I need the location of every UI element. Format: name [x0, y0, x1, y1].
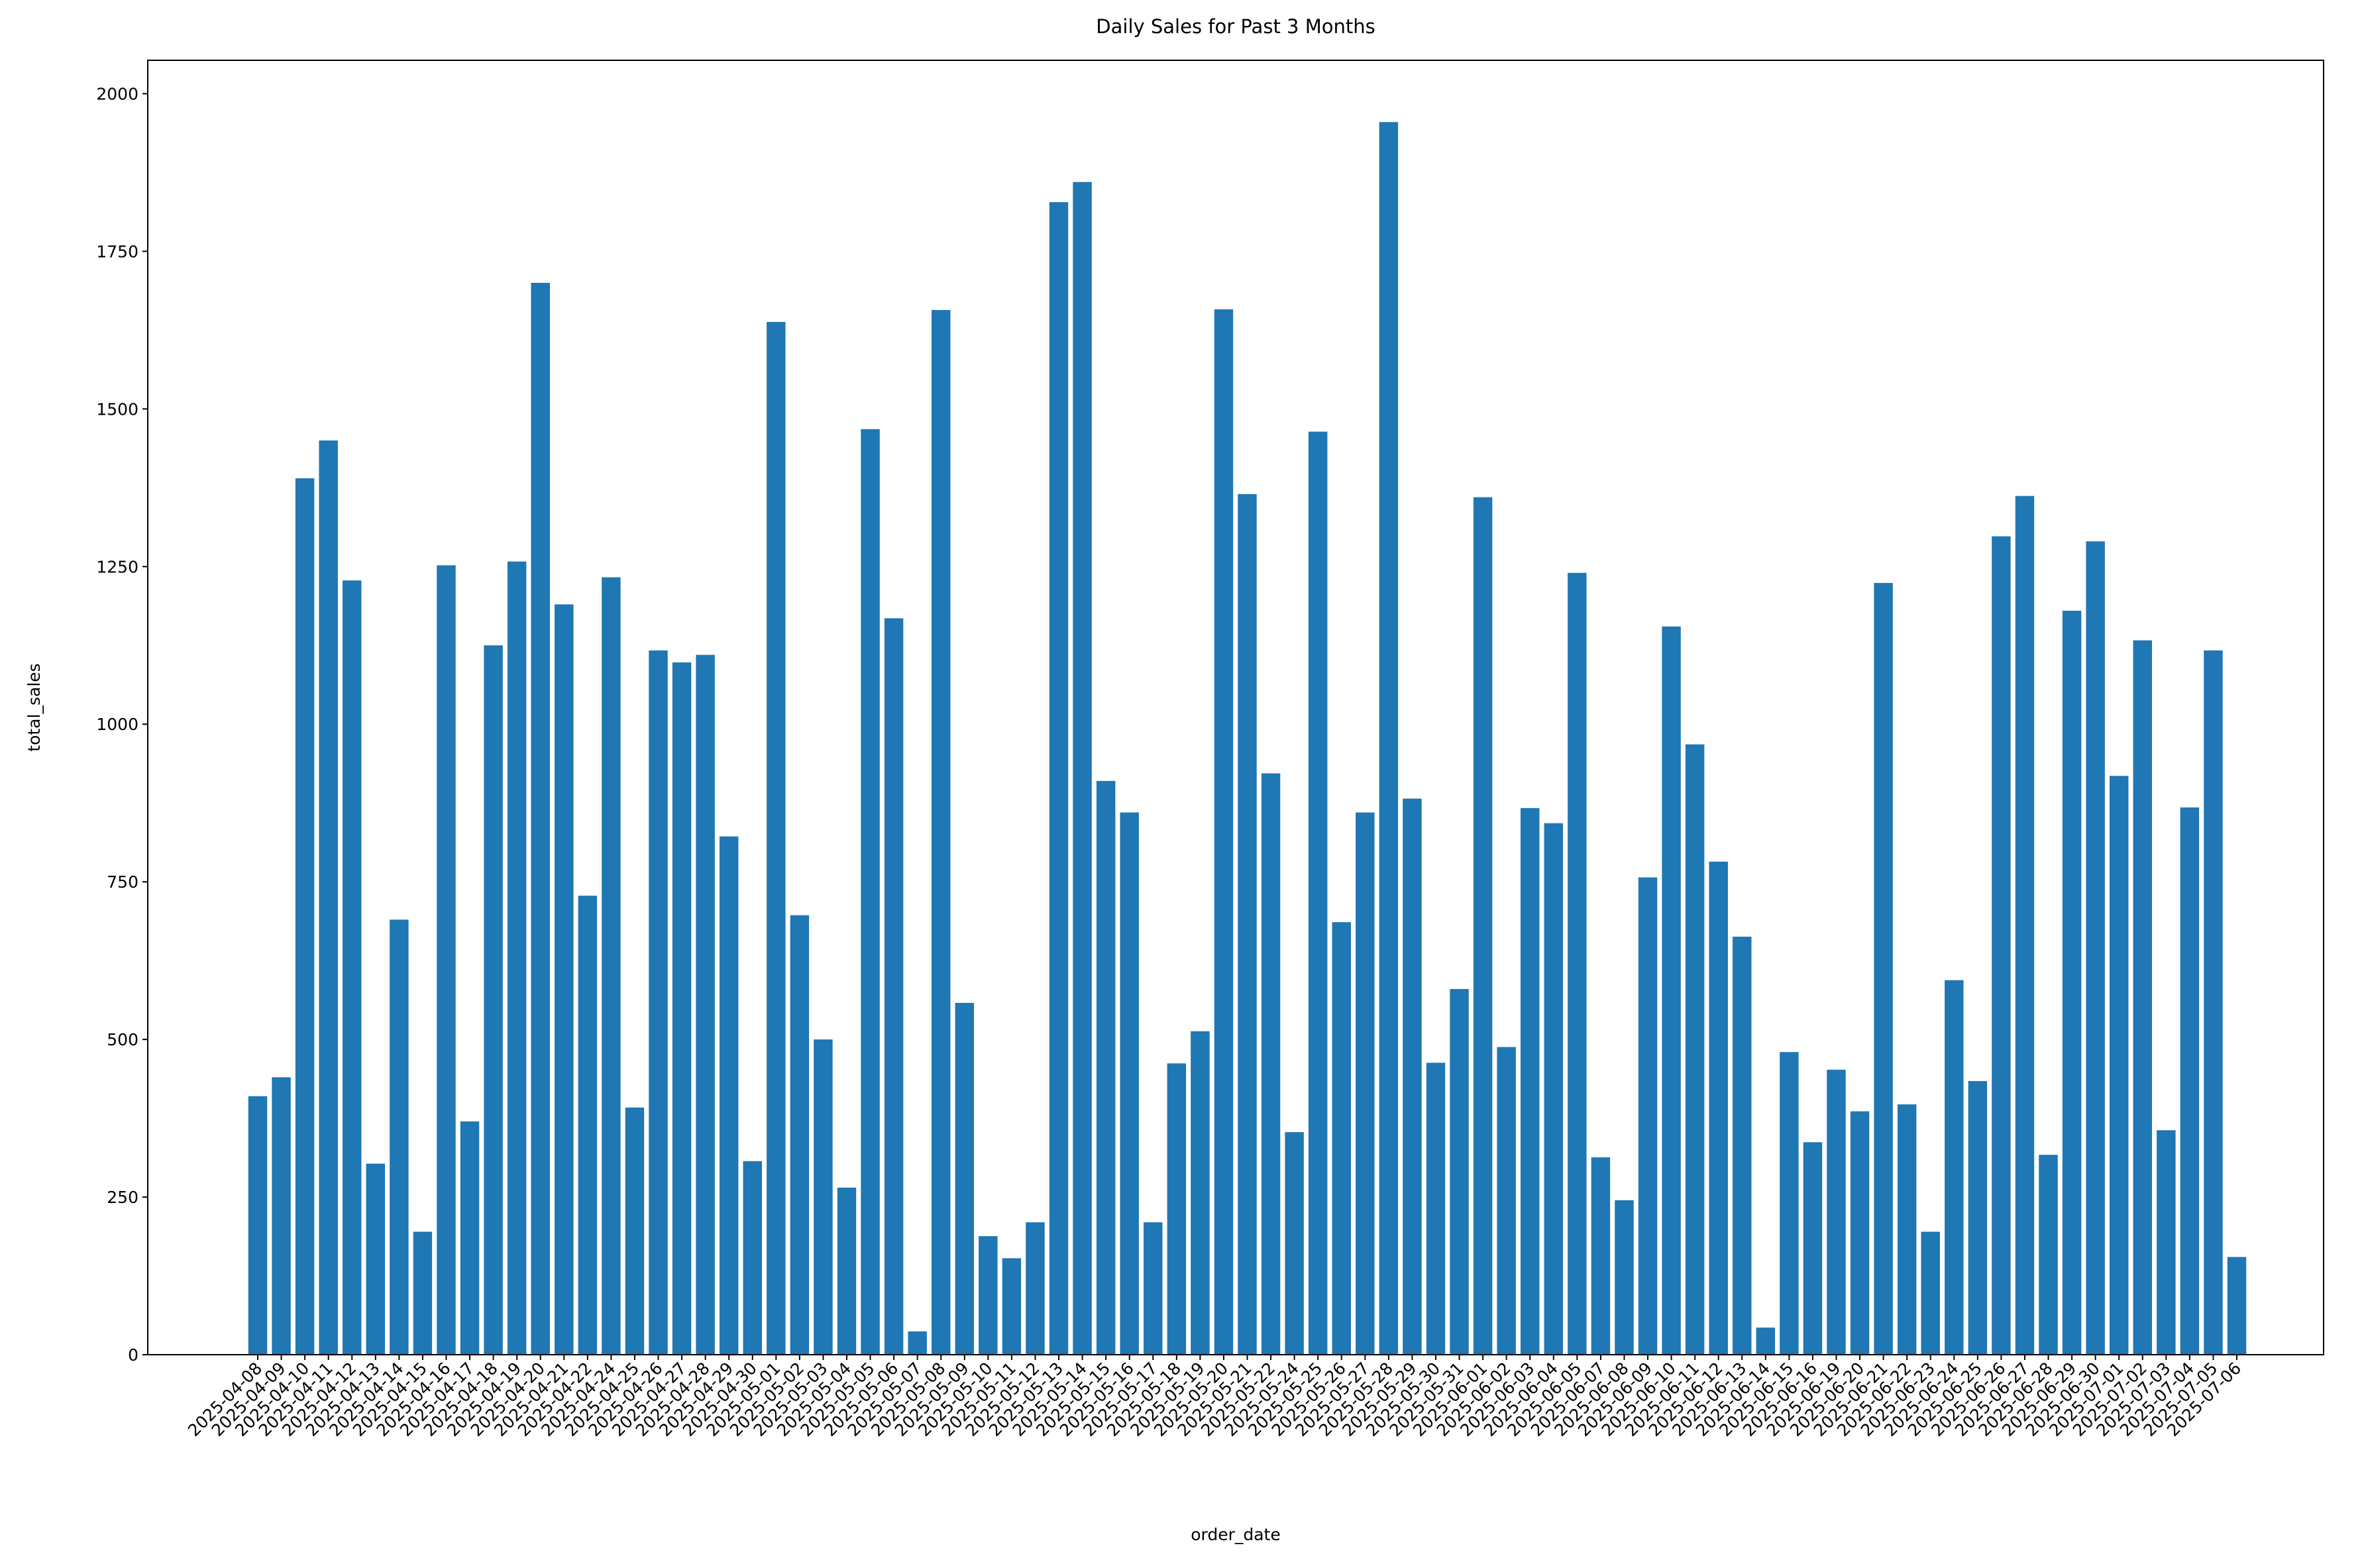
bar — [955, 1002, 975, 1355]
bar — [837, 1187, 857, 1355]
bar — [1073, 182, 1092, 1355]
bar — [1709, 861, 1728, 1355]
y-tick-label: 0 — [128, 1345, 138, 1365]
bar — [1191, 1031, 1210, 1355]
bar — [649, 650, 668, 1355]
bar — [1144, 1222, 1163, 1355]
bar — [390, 919, 409, 1355]
bar — [1120, 812, 1139, 1355]
bar — [790, 915, 810, 1355]
plot-frame — [147, 60, 2324, 1355]
bar — [1308, 431, 1328, 1355]
bar — [1685, 744, 1705, 1355]
bar — [1780, 1052, 1799, 1355]
y-tick-label: 1000 — [96, 715, 138, 734]
bar — [2062, 610, 2082, 1355]
bar — [460, 1121, 480, 1355]
bar — [1662, 626, 1681, 1355]
y-tick-label: 1750 — [96, 242, 138, 261]
bar — [1803, 1142, 1823, 1355]
bar — [1403, 798, 1422, 1355]
bar — [1049, 202, 1069, 1355]
bar — [1497, 1047, 1516, 1355]
bar — [2086, 541, 2105, 1355]
bar — [1615, 1200, 1634, 1355]
bar — [437, 565, 456, 1355]
bar — [908, 1331, 927, 1355]
bar — [1568, 572, 1587, 1355]
bar — [1332, 922, 1351, 1355]
bar — [672, 662, 692, 1355]
bar — [1827, 1069, 1846, 1355]
bar — [1450, 988, 1469, 1355]
bar — [1356, 812, 1375, 1355]
bar — [2039, 1155, 2058, 1355]
bar — [1379, 122, 1399, 1355]
y-tick-label: 250 — [107, 1188, 138, 1207]
bar — [719, 836, 739, 1355]
y-tick-label: 2000 — [96, 84, 138, 103]
bar — [272, 1077, 291, 1355]
bar — [861, 429, 880, 1355]
bar — [319, 440, 338, 1355]
bar — [295, 478, 315, 1355]
bar — [1520, 808, 1540, 1355]
bar — [1591, 1157, 1611, 1355]
bar — [1285, 1132, 1304, 1355]
bar — [1897, 1104, 1917, 1355]
bar — [602, 577, 621, 1355]
y-tick-label: 500 — [107, 1030, 138, 1049]
bar — [1968, 1080, 1988, 1355]
bar — [1945, 980, 1964, 1355]
bar — [1733, 936, 1752, 1355]
bar — [2133, 640, 2152, 1355]
bar — [507, 561, 527, 1355]
bar — [1850, 1111, 1870, 1355]
bar — [2227, 1257, 2247, 1355]
bar — [696, 654, 715, 1355]
bar — [413, 1231, 433, 1355]
bar — [2109, 776, 2129, 1355]
bar — [932, 309, 951, 1355]
bar — [743, 1161, 762, 1355]
bar — [248, 1096, 268, 1355]
bar — [2180, 807, 2200, 1355]
bar — [884, 618, 904, 1355]
bar — [1261, 773, 1281, 1355]
bar — [1167, 1063, 1187, 1355]
bar — [1874, 583, 1893, 1355]
bar — [1992, 536, 2011, 1355]
bar — [814, 1039, 833, 1355]
bar — [484, 645, 503, 1355]
bar — [2157, 1130, 2176, 1355]
bar — [343, 580, 362, 1355]
bar — [1002, 1258, 1022, 1355]
bar — [1426, 1063, 1446, 1355]
chart-title: Daily Sales for Past 3 Months — [1096, 15, 1375, 38]
bar — [531, 282, 550, 1355]
bar — [366, 1163, 386, 1355]
y-tick-label: 1250 — [96, 557, 138, 576]
bar — [1921, 1231, 1940, 1355]
bar — [578, 896, 598, 1355]
x-axis-label: order_date — [1191, 1525, 1281, 1544]
bar — [1544, 823, 1563, 1355]
bar — [1026, 1222, 1045, 1355]
bar — [555, 604, 574, 1355]
bar — [1473, 497, 1493, 1355]
bar — [1638, 877, 1658, 1355]
y-tick-label: 750 — [107, 872, 138, 892]
bar — [2015, 496, 2035, 1355]
bar — [1096, 780, 1116, 1355]
bar — [2204, 650, 2223, 1355]
bar — [979, 1236, 998, 1355]
y-axis-label: total_sales — [25, 663, 44, 751]
bar — [1238, 494, 1257, 1355]
bar — [767, 321, 786, 1355]
y-tick-label: 1500 — [96, 399, 138, 419]
bar — [1756, 1328, 1776, 1355]
bar — [625, 1107, 645, 1355]
bar — [1214, 309, 1234, 1355]
